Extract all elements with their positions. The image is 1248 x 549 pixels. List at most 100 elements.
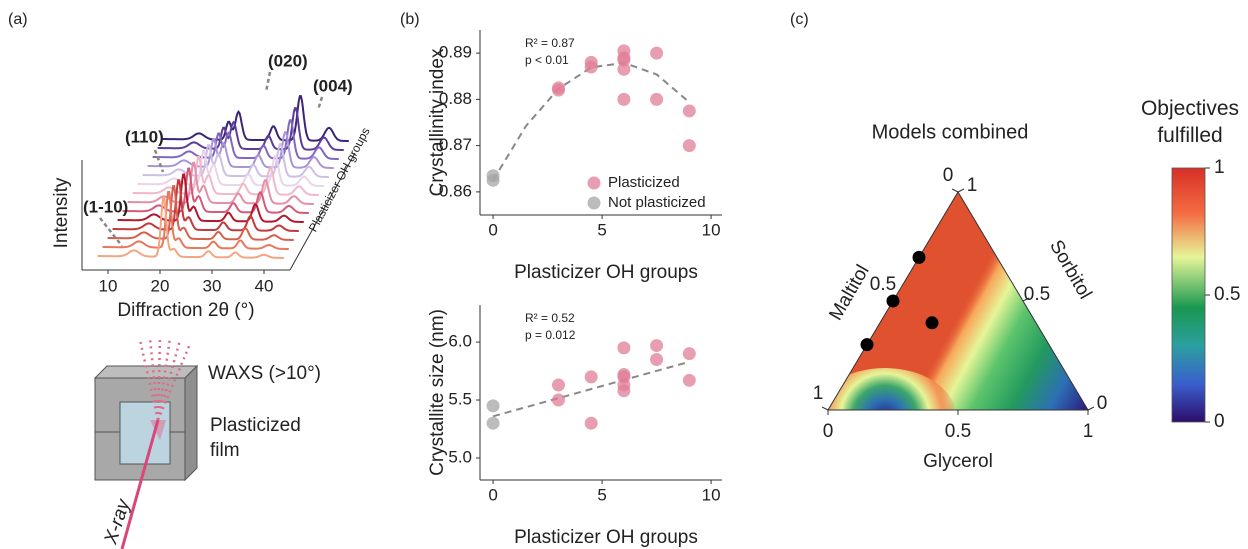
tick: [1087, 406, 1095, 411]
x-tick-label: 5: [597, 220, 606, 239]
annotation-leader: [153, 149, 165, 173]
colorbar-title: Objectives fulfilled: [1140, 97, 1240, 148]
point: [486, 399, 500, 413]
peak-label: (1-10): [83, 197, 128, 216]
panel-label: (b): [400, 11, 420, 28]
z-axis: [289, 152, 356, 271]
point: [682, 139, 696, 153]
panel-label: (c): [790, 11, 809, 28]
axis-label: Glycerol: [923, 451, 993, 472]
x-axis-label: Diffraction 2θ (°): [117, 300, 254, 321]
stat-annotation: p = 0.012: [525, 328, 576, 342]
y-tick-label: 0.87: [439, 135, 472, 154]
y-tick-label: 0.86: [439, 181, 472, 200]
tick-label: 1: [967, 175, 978, 196]
y-tick-label: 5.0: [448, 447, 472, 466]
y-axis-label: Crystallite size (nm): [427, 309, 448, 476]
point: [486, 173, 500, 187]
axis-label: Maltitol: [825, 261, 873, 324]
tick-label: 0: [1097, 393, 1108, 414]
x-tick-label: 10: [702, 220, 721, 239]
point: [650, 339, 664, 353]
point: [682, 373, 696, 387]
tick: [951, 188, 959, 193]
axis-label: Sorbitol: [1045, 237, 1095, 303]
film-label: Plasticized film: [210, 415, 301, 461]
ternary-title: Models combined: [872, 121, 1029, 143]
point: [551, 378, 565, 392]
x-tick-label: 30: [203, 276, 222, 295]
x-tick-label: 0: [488, 220, 497, 239]
point: [925, 316, 939, 330]
tick-label: 0.5: [870, 274, 896, 295]
point: [617, 341, 631, 355]
tick-label: 0.5: [945, 421, 971, 442]
trace: [162, 95, 349, 142]
tick-label: 0: [943, 165, 954, 186]
stat-annotation: R² = 0.52: [525, 311, 575, 325]
trace: [142, 143, 329, 178]
tick: [821, 406, 829, 411]
panel-label: (a): [8, 11, 28, 28]
point: [682, 347, 696, 361]
point: [584, 416, 598, 430]
waxs-label: WAXS (>10°): [208, 363, 321, 384]
trace: [157, 107, 344, 151]
y-tick-label: 5.5: [448, 390, 472, 409]
peak-label: (004): [313, 76, 353, 95]
y-axis-label: Intensity: [51, 177, 72, 248]
tick: [1022, 297, 1030, 302]
point: [912, 250, 926, 264]
point: [650, 352, 664, 366]
x-tick-label: 5: [597, 485, 606, 504]
trace: [152, 119, 339, 160]
colorbar-tick-label: 0.5: [1214, 284, 1240, 305]
fit-line: [492, 61, 690, 181]
trace: [127, 161, 314, 205]
legend-marker: [587, 196, 601, 210]
peak-label: (110): [125, 127, 164, 146]
x-tick-label: 20: [151, 276, 170, 295]
point: [650, 46, 664, 60]
annotation-leader: [99, 217, 123, 247]
peak-label: (020): [268, 51, 308, 70]
tick-label: 1: [1083, 421, 1094, 442]
trace: [97, 196, 284, 259]
trace: [102, 191, 289, 250]
x-tick-label: 40: [255, 276, 274, 295]
legend-label: Plasticized: [608, 174, 680, 191]
legend-marker: [587, 176, 601, 190]
point: [860, 338, 874, 352]
tick-label: 0: [823, 421, 834, 442]
y-tick-label: 6.0: [448, 332, 472, 351]
y-axis-label: Crystallinity index: [427, 48, 448, 196]
x-tick-label: 10: [99, 276, 118, 295]
trace: [117, 173, 304, 223]
point: [650, 92, 664, 106]
colorbar-tick-label: 0: [1214, 411, 1225, 432]
x-tick-label: 0: [488, 485, 497, 504]
x-axis-label: Plasticizer OH groups: [514, 262, 698, 283]
y-tick-label: 0.89: [439, 43, 472, 62]
point: [486, 416, 500, 430]
tick-label: 0.5: [1024, 284, 1050, 305]
point: [886, 294, 900, 308]
fit-line: [492, 360, 690, 418]
trace: [122, 167, 309, 214]
trace: [107, 185, 294, 241]
trace: [112, 179, 299, 232]
point: [617, 92, 631, 106]
point: [551, 81, 565, 95]
stat-annotation: p < 0.01: [525, 53, 569, 67]
annotation-leader: [264, 71, 272, 93]
point: [617, 62, 631, 76]
point: [584, 60, 598, 74]
trace: [147, 131, 334, 169]
x-tick-label: 10: [702, 485, 721, 504]
y-tick-label: 0.88: [439, 89, 472, 108]
trace: [132, 155, 319, 196]
schematic: [93, 337, 199, 549]
annotation-leader: [316, 96, 324, 111]
